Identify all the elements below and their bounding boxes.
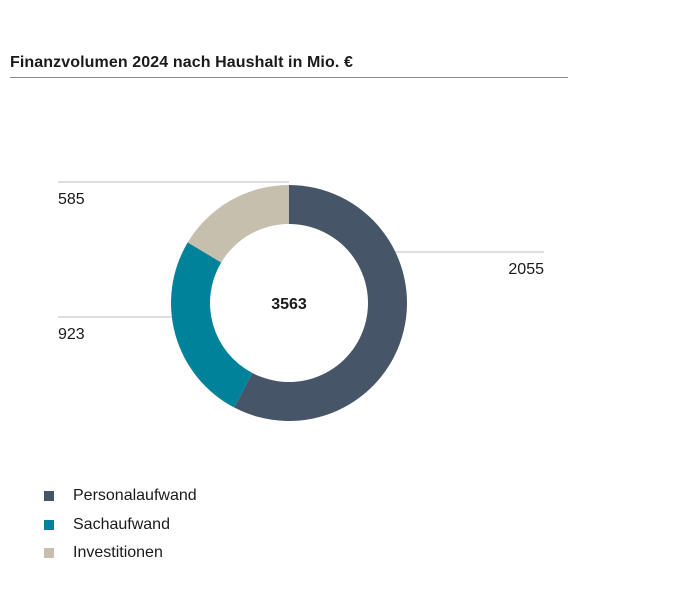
data-label-0: 2055: [508, 261, 544, 278]
center-total-label: 3563: [271, 296, 307, 313]
legend-item-0: Personalaufwand: [44, 482, 197, 511]
donut-slice-2: [187, 185, 289, 263]
legend-item-1: Sachaufwand: [44, 511, 197, 540]
title-divider: [10, 77, 568, 78]
legend-label: Investitionen: [73, 544, 163, 562]
chart-title: Finanzvolumen 2024 nach Haushalt in Mio.…: [10, 54, 353, 71]
legend-swatch: [44, 519, 54, 530]
leader-lines: [58, 181, 544, 318]
legend: Personalaufwand Sachaufwand Investitione…: [44, 482, 197, 568]
legend-swatch: [44, 548, 54, 559]
legend-label: Sachaufwand: [73, 515, 170, 533]
legend-swatch: [44, 491, 54, 502]
donut-slices: [170, 185, 407, 421]
data-label-2: 585: [58, 191, 85, 208]
data-labels: 2055 923 585: [58, 191, 544, 343]
legend-item-2: Investitionen: [44, 539, 197, 568]
legend-label: Personalaufwand: [73, 487, 197, 505]
data-label-1: 923: [58, 326, 85, 343]
donut-slice-0: [234, 185, 407, 421]
donut-slice-1: [170, 242, 253, 408]
donut-chart: 2055 923 585 3563: [58, 181, 544, 421]
